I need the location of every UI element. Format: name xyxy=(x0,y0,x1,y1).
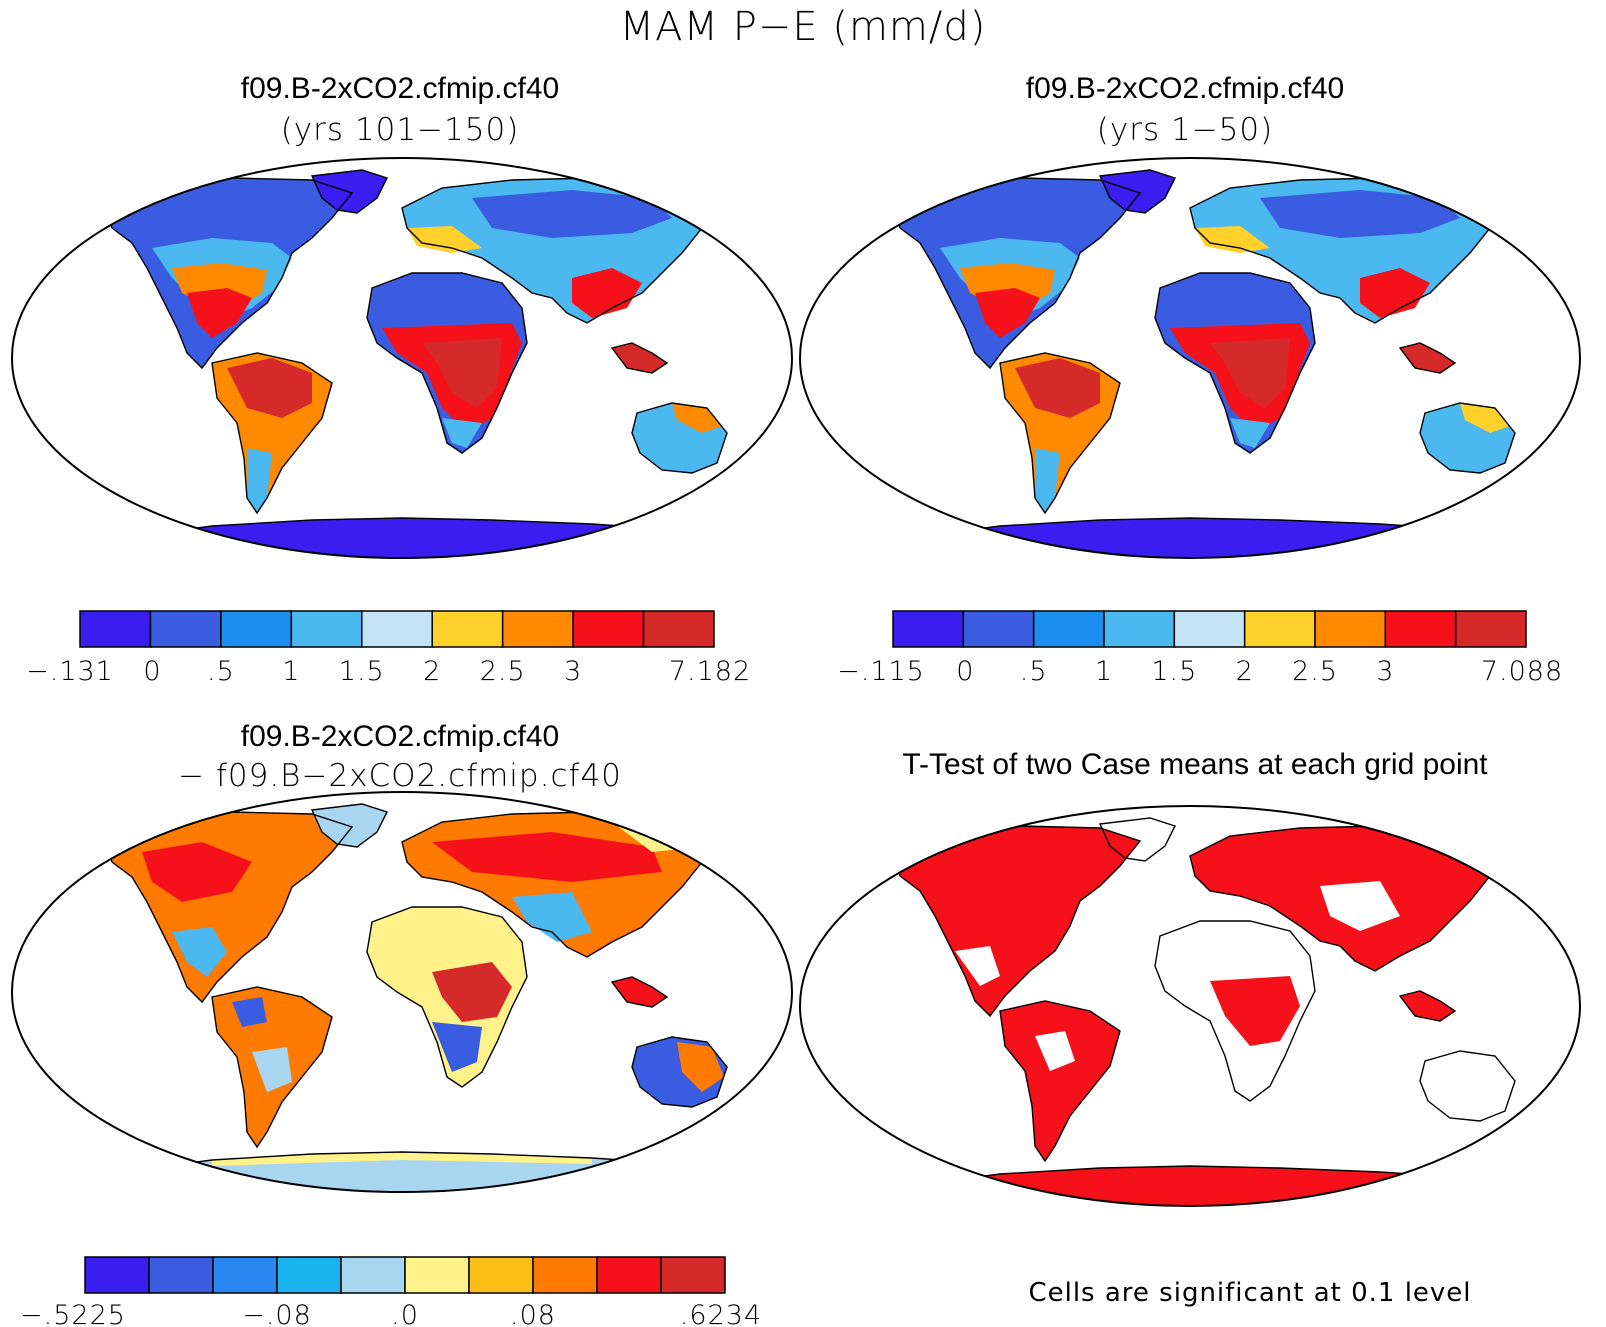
colorbar-tick-label: 3 xyxy=(564,656,582,687)
colorbar-swatch xyxy=(1314,610,1387,648)
colorbar-swatch xyxy=(468,1256,534,1294)
colorbar-swatch xyxy=(404,1256,470,1294)
colorbar-top-left: −.131 0 .5 1 1.5 2 2.5 3 7.182 xyxy=(26,610,751,687)
colorbar-tick-label: .5 xyxy=(207,656,235,687)
colorbar-swatch xyxy=(290,610,363,648)
colorbar-swatch xyxy=(1384,610,1457,648)
colorbar-tick-label: −.5225 xyxy=(20,1300,126,1327)
colorbar-tick-label: .6234 xyxy=(680,1300,762,1327)
colorbar-swatch xyxy=(642,610,715,648)
colorbar-swatch xyxy=(1103,610,1176,648)
panel-title-top-left: f09.B-2xCO2.cfmip.cf40 xyxy=(240,72,560,105)
panel-title-bottom-right: T-Test of two Case means at each grid po… xyxy=(902,748,1488,781)
colorbar-tick-label: 1 xyxy=(282,656,300,687)
colorbar-swatch xyxy=(149,610,222,648)
colorbar-swatch xyxy=(79,610,152,648)
map-bottom-left xyxy=(11,791,793,1193)
colorbar-tick-label: 3 xyxy=(1376,656,1394,687)
colorbar-swatch xyxy=(220,610,293,648)
panel-title-top-right: f09.B-2xCO2.cfmip.cf40 xyxy=(1025,72,1345,105)
colorbar-swatch xyxy=(148,1256,214,1294)
colorbar-swatch xyxy=(1454,610,1527,648)
colorbar-tick-label: 2.5 xyxy=(480,656,526,687)
colorbar-tick-label: 7.182 xyxy=(669,656,751,687)
colorbar-swatch xyxy=(962,610,1035,648)
map-bottom-right xyxy=(799,805,1581,1207)
colorbar-tick-label: 1.5 xyxy=(1151,656,1197,687)
colorbar-tick-label: .5 xyxy=(1020,656,1048,687)
colorbar-tick-label: 0 xyxy=(956,656,974,687)
colorbar-swatch xyxy=(892,610,965,648)
colorbar-swatch xyxy=(212,1256,278,1294)
colorbar-tick-label: .08 xyxy=(510,1300,556,1327)
colorbar-swatch xyxy=(501,610,574,648)
panel-title-bottom-left: f09.B-2xCO2.cfmip.cf40 xyxy=(240,720,560,753)
colorbar-swatch xyxy=(1243,610,1316,648)
colorbar-swatch xyxy=(84,1256,150,1294)
colorbar-tick-label: −.08 xyxy=(242,1300,312,1327)
colorbar-swatch xyxy=(340,1256,406,1294)
colorbar-swatch xyxy=(572,610,645,648)
colorbar-tick-label: −.115 xyxy=(837,656,925,687)
colorbar-swatch xyxy=(1173,610,1246,648)
colorbar-tick-label: 1 xyxy=(1095,656,1113,687)
colorbar-tick-label: .0 xyxy=(391,1300,419,1327)
colorbar-swatch xyxy=(431,610,504,648)
colorbar-swatch xyxy=(276,1256,342,1294)
panel-subtitle-bottom-left: − f09.B−2xCO2.cfmip.cf40 xyxy=(178,758,622,794)
colorbar-tick-label: 0 xyxy=(143,656,161,687)
colorbar-tick-label: 7.088 xyxy=(1481,656,1563,687)
map-top-right xyxy=(799,157,1581,559)
colorbar-tick-label: −.131 xyxy=(26,656,114,687)
colorbar-tick-label: 2 xyxy=(423,656,441,687)
significance-note: Cells are significant at 0.1 level xyxy=(1028,1278,1472,1308)
colorbar-swatch xyxy=(532,1256,598,1294)
colorbar-tick-label: 2 xyxy=(1236,656,1254,687)
colorbar-tick-label: 1.5 xyxy=(339,656,385,687)
map-top-left xyxy=(11,157,793,559)
colorbar-swatch xyxy=(596,1256,662,1294)
panel-subtitle-top-right: (yrs 1−50) xyxy=(1096,112,1274,148)
colorbar-top-right: −.115 0 .5 1 1.5 2 2.5 3 7.088 xyxy=(837,610,1563,687)
figure-title: MAM P−E (mm/d) xyxy=(619,4,987,50)
colorbar-swatch xyxy=(660,1256,726,1294)
colorbar-tick-label: 2.5 xyxy=(1292,656,1338,687)
colorbar-swatch xyxy=(361,610,433,648)
colorbar-swatch xyxy=(1032,610,1105,648)
panel-subtitle-top-left: (yrs 101−150) xyxy=(280,112,520,148)
colorbar-bottom-left: −.5225 −.08 .0 .08 .6234 xyxy=(20,1256,762,1327)
